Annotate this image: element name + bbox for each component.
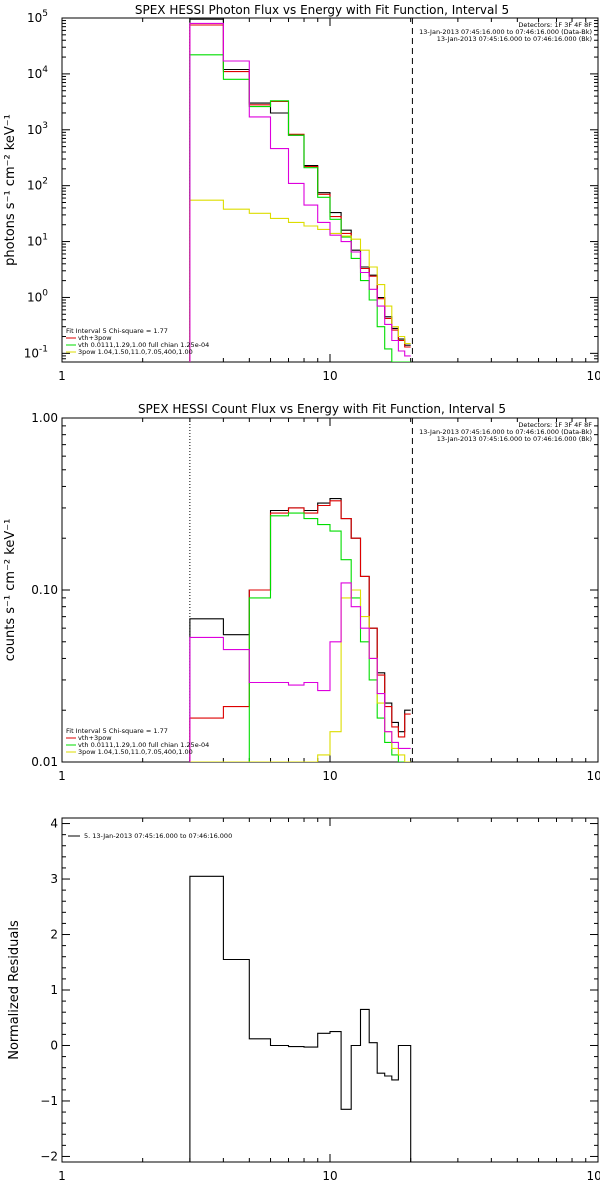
y-tick-label: 10-1 — [24, 344, 48, 360]
x-tick-label: 1 — [58, 769, 66, 783]
legend-entry: 3pow 1.04,1.50,11.0,7.05,400,1.00 — [78, 348, 193, 356]
legend-entry: 13-Jan-2013 07:45:16.000 to 07:46:16.000… — [419, 428, 592, 436]
panel-title: SPEX HESSI Photon Flux vs Energy with Fi… — [135, 3, 509, 17]
series-line — [189, 22, 411, 362]
y-tick-label: 2 — [50, 928, 58, 942]
legend-entry: 13-Jan-2013 07:45:16.000 to 07:46:16.000… — [437, 35, 592, 43]
legend-entry: 5. 13-Jan-2013 07:45:16.000 to 07:46:16.… — [84, 832, 232, 840]
x-tick-label: 10 — [322, 1169, 337, 1183]
y-tick-label: 102 — [27, 177, 48, 193]
x-tick-label: 100 — [587, 769, 600, 783]
legend-entry: Fit Interval 5 Chi-square = 1.77 — [66, 727, 168, 735]
x-tick-label: 10 — [322, 769, 337, 783]
series-line — [189, 54, 411, 362]
y-tick-label: 101 — [27, 233, 48, 249]
plot-frame — [61, 417, 599, 763]
plot-frame — [61, 817, 599, 1163]
y-axis-label: photons s⁻¹ cm⁻² keV⁻¹ — [3, 114, 18, 266]
y-tick-label: 100 — [27, 288, 48, 304]
legend-entry: 13-Jan-2013 07:45:16.000 to 07:46:16.000… — [437, 435, 592, 443]
y-tick-label: 104 — [27, 65, 48, 81]
y-tick-label: 0.01 — [31, 755, 58, 769]
legend-entry: Fit Interval 5 Chi-square = 1.77 — [66, 327, 168, 335]
series-line — [189, 875, 412, 1162]
y-axis-label: counts s⁻¹ cm⁻² keV⁻¹ — [3, 519, 18, 662]
photon-flux-panel: SPEX HESSI Photon Flux vs Energy with Fi… — [3, 3, 600, 383]
count-flux-panel: SPEX HESSI Count Flux vs Energy with Fit… — [3, 402, 600, 783]
series-line — [189, 589, 411, 762]
plot-frame — [61, 17, 599, 363]
legend-entry: vth 0.0111,1.29,1.00 full chian 1.25e-04 — [78, 341, 209, 349]
panel-title: SPEX HESSI Count Flux vs Energy with Fit… — [138, 402, 506, 416]
x-tick-label: 100 — [587, 369, 600, 383]
legend-entry: 3pow 1.04,1.50,11.0,7.05,400,1.00 — [78, 748, 193, 756]
y-tick-label: 4 — [50, 817, 58, 831]
legend-entry: 13-Jan-2013 07:45:16.000 to 07:46:16.000… — [419, 28, 592, 36]
residuals-panel: Normalized Residuals 11010043210−1−25. 1… — [7, 817, 600, 1183]
y-tick-label: 1 — [50, 983, 58, 997]
legend-entry: Detectors: 1F 3F 4F 8F — [518, 421, 592, 429]
y-tick-label: 105 — [27, 9, 48, 25]
legend-entry: Detectors: 1F 3F 4F 8F — [518, 21, 592, 29]
x-tick-label: 1 — [58, 1169, 66, 1183]
y-tick-label: 0 — [50, 1038, 58, 1052]
legend-entry: vth+3pow — [78, 334, 112, 342]
series-line — [189, 582, 411, 762]
y-tick-label: 103 — [27, 121, 48, 137]
series-line — [189, 500, 411, 762]
x-tick-label: 100 — [587, 1169, 600, 1183]
y-axis-label: Normalized Residuals — [7, 920, 22, 1060]
legend-entry: vth 0.0111,1.29,1.00 full chian 1.25e-04 — [78, 741, 209, 749]
x-tick-label: 10 — [322, 369, 337, 383]
y-tick-label: −2 — [40, 1149, 58, 1163]
x-tick-label: 1 — [58, 369, 66, 383]
legend-entry: vth+3pow — [78, 734, 112, 742]
y-tick-label: 1.00 — [31, 411, 58, 425]
y-tick-label: 3 — [50, 872, 58, 886]
series-line — [189, 512, 411, 762]
y-tick-label: −1 — [40, 1094, 58, 1108]
series-line — [189, 199, 411, 362]
y-tick-label: 0.10 — [31, 583, 58, 597]
